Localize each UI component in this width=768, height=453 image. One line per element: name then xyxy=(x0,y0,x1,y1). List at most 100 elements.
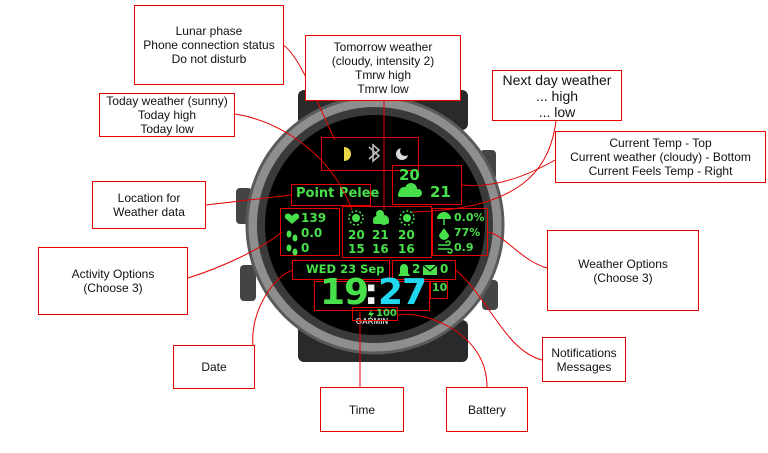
callout-activity-line-1: Activity Options xyxy=(71,267,155,281)
callout-today: Today weather (sunny) Today high Today l… xyxy=(99,93,235,137)
current-feels-temp: 21 xyxy=(430,183,451,201)
envelope-icon xyxy=(422,264,438,275)
leader-nextday xyxy=(411,120,557,213)
callout-today-line-3: Today low xyxy=(140,122,194,136)
callout-weather-options: Weather Options (Choose 3) xyxy=(547,230,699,311)
current-weather-box xyxy=(392,165,462,205)
battery-level: 100 xyxy=(376,308,397,319)
watch-face xyxy=(265,115,485,335)
battery-box xyxy=(352,307,398,321)
activity-box xyxy=(280,208,340,256)
callout-current-line-1: Current Temp - Top xyxy=(609,136,712,150)
callout-tomorrow: Tomorrow weather (cloudy, intensity 2) T… xyxy=(305,35,461,101)
callout-current-line-2: Current weather (cloudy) - Bottom xyxy=(570,150,751,164)
humidity-icon xyxy=(439,228,449,240)
callout-battery-line-1: Battery xyxy=(467,402,506,417)
forecast-high-today: 20 xyxy=(348,228,365,242)
watch-button-left-bottom xyxy=(240,265,256,301)
weather-options-box xyxy=(432,208,488,256)
callout-nextday-line-1: Next day weather xyxy=(502,71,612,88)
bluetooth-icon xyxy=(368,143,381,163)
callout-location-line-1: Location for xyxy=(117,191,181,205)
leader-weather-opts xyxy=(487,231,548,269)
callout-today-line-1: Today weather (sunny) xyxy=(106,94,228,108)
callout-date: Date xyxy=(173,345,255,389)
callout-lunar-line-3: Do not disturb xyxy=(171,52,247,66)
callout-notifications-line-1: Notifications xyxy=(551,345,617,360)
message-count: 0 xyxy=(440,262,449,276)
weather-option-1: 0.0% xyxy=(454,211,485,224)
bell-icon xyxy=(398,264,410,276)
weather-option-2: 77% xyxy=(454,226,481,239)
forecast-low-tomorrow: 16 xyxy=(372,242,389,256)
callout-nextday-line-3: ... low xyxy=(538,103,576,120)
do-not-disturb-icon xyxy=(396,146,410,160)
steps-icon xyxy=(286,230,298,242)
callout-activity: Activity Options (Choose 3) xyxy=(38,247,188,315)
forecast-high-tomorrow: 21 xyxy=(372,228,389,242)
status-icons-box xyxy=(321,137,419,171)
forecast-low-nextday: 16 xyxy=(398,242,415,256)
location-box xyxy=(291,184,371,206)
wind-icon xyxy=(438,240,453,254)
moon-phase-icon xyxy=(337,147,351,161)
leader-today xyxy=(234,113,353,211)
callout-time-line-1: Time xyxy=(348,402,376,417)
leader-current xyxy=(461,159,556,187)
umbrella-icon xyxy=(437,212,451,225)
callout-location-line-2: Weather data xyxy=(113,205,185,219)
callout-tomorrow-line-2: (cloudy, intensity 2) xyxy=(331,54,435,68)
leader-date xyxy=(252,269,294,346)
leader-notifications xyxy=(455,269,543,361)
watch-brand: GARMIN xyxy=(356,317,389,326)
callout-nextday-line-2: ... high xyxy=(535,87,579,104)
time-separator: : xyxy=(364,272,379,313)
notification-box xyxy=(392,260,456,280)
cloud-icon xyxy=(398,183,422,197)
callout-nextday: Next day weather ... high ... low xyxy=(492,70,622,121)
callout-weather-options-line-1: Weather Options xyxy=(578,256,668,271)
callout-battery: Battery xyxy=(446,387,528,432)
forecast-high-nextday: 20 xyxy=(398,228,415,242)
forecast-box xyxy=(342,206,432,258)
cloud-sun-icon xyxy=(373,210,389,225)
lightning-icon xyxy=(368,309,374,320)
leader-battery xyxy=(397,313,488,388)
callout-today-line-2: Today high xyxy=(137,108,197,122)
callout-current: Current Temp - Top Current weather (clou… xyxy=(555,131,766,183)
time-seconds: 10 xyxy=(432,281,448,294)
leader-location xyxy=(205,194,292,206)
sun-icon xyxy=(399,210,415,226)
notification-count: 2 xyxy=(412,262,421,276)
weather-option-3: 0.9 xyxy=(454,241,474,254)
callout-weather-options-line-2: (Choose 3) xyxy=(593,270,653,285)
callout-tomorrow-line-3: Tmrw high xyxy=(354,68,411,82)
callout-date-line-1: Date xyxy=(201,360,227,374)
callout-location: Location for Weather data xyxy=(92,181,206,229)
time-minutes: 27 xyxy=(378,272,427,313)
callout-current-line-3: Current Feels Temp - Right xyxy=(588,164,733,178)
heart-icon xyxy=(284,213,300,224)
forecast-low-today: 15 xyxy=(348,242,365,256)
activity-value-2: 0.0 xyxy=(301,226,323,240)
seconds-box xyxy=(430,281,448,299)
callout-notifications: Notifications Messages xyxy=(542,337,626,382)
callout-lunar-line-1: Lunar phase xyxy=(175,24,243,38)
callout-tomorrow-line-1: Tomorrow weather xyxy=(333,40,433,54)
current-temp: 20 xyxy=(399,166,420,184)
callout-time: Time xyxy=(320,387,404,432)
location-label: Point Pelee xyxy=(296,186,380,201)
callout-lunar-line-2: Phone connection status xyxy=(143,38,275,52)
callout-tomorrow-line-4: Tmrw low xyxy=(357,82,409,96)
callout-notifications-line-2: Messages xyxy=(556,359,612,374)
time-hour: 19 xyxy=(320,272,369,313)
steps-icon xyxy=(286,244,298,256)
leader-activity xyxy=(187,231,283,279)
activity-value-3: 0 xyxy=(301,241,310,255)
sun-icon xyxy=(348,210,364,226)
date-label: WED 23 Sep xyxy=(306,262,385,276)
callout-lunar: Lunar phase Phone connection status Do n… xyxy=(134,5,284,85)
activity-value-1: 139 xyxy=(301,211,327,225)
time-box xyxy=(314,281,430,311)
